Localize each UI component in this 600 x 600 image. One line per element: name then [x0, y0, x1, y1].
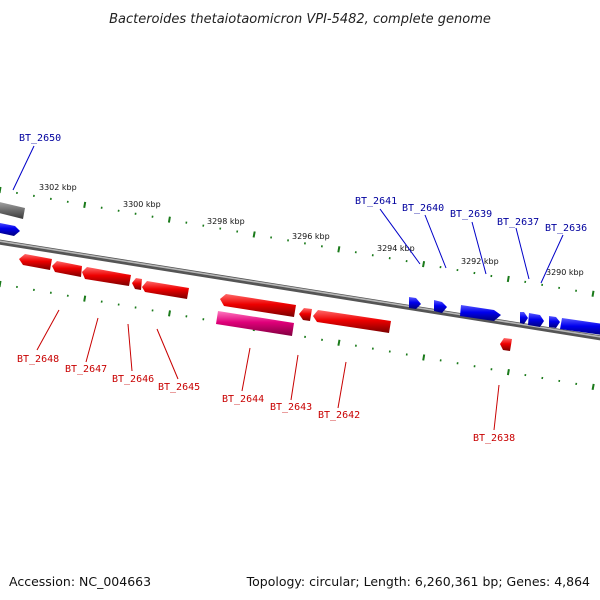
gene-bt2650[interactable] [0, 222, 20, 236]
major-tick [337, 246, 341, 253]
label-bt2647[interactable]: BT_2647 [65, 364, 107, 375]
leader-bt2648 [36, 309, 60, 351]
scale-label-3292: 3292 kbp [461, 257, 499, 266]
major-tick [506, 275, 510, 283]
gene-bt2640[interactable] [434, 300, 447, 313]
forward-gene-labels: BT_2650 BT_2641 BT_2640 BT_2639 BT_2637 … [19, 133, 587, 234]
gene-bt2637[interactable] [528, 313, 544, 327]
map-title: Bacteroides thetaiotaomicron VPI-5482, c… [109, 12, 491, 27]
leader-bt2637 [515, 227, 530, 280]
gene-bt2648[interactable] [19, 254, 52, 270]
major-tick [422, 354, 426, 361]
leader-bt2639 [471, 221, 487, 275]
gene-bt2643[interactable] [299, 308, 312, 321]
scale-label-3296: 3296 kbp [292, 232, 330, 241]
scale-labels: 3302 kbp 3300 kbp 3298 kbp 3296 kbp 3294… [39, 183, 584, 277]
major-tick [591, 290, 595, 297]
major-tick [168, 310, 171, 317]
gene-bt2639[interactable] [460, 305, 501, 321]
partial-feature [0, 202, 25, 219]
genome-backbone [0, 239, 600, 341]
gene-bt2642[interactable] [313, 310, 391, 333]
leader-bt2642 [337, 361, 347, 409]
label-bt2641[interactable]: BT_2641 [355, 196, 397, 207]
gene-bt2636[interactable] [560, 318, 600, 336]
label-bt2636[interactable]: BT_2636 [545, 223, 587, 234]
gene-bt2641[interactable] [409, 297, 421, 309]
label-bt2648[interactable]: BT_2648 [17, 354, 59, 365]
leader-bt2638 [493, 384, 500, 431]
scale-label-3300: 3300 kbp [123, 200, 161, 209]
scale-label-3302: 3302 kbp [39, 183, 77, 192]
major-tick [0, 280, 2, 288]
leader-bt2636 [540, 234, 564, 284]
leader-bt2644 [241, 347, 251, 392]
major-tick [506, 369, 510, 376]
gene-bt2644[interactable] [220, 294, 296, 317]
leader-bt2645 [156, 328, 179, 380]
leader-bt2646 [127, 323, 133, 372]
leader-bt2647 [85, 317, 99, 363]
genome-backbone-highlight [0, 240, 600, 338]
forward-genes [0, 222, 600, 336]
major-tick [0, 186, 2, 194]
major-tick [337, 339, 341, 346]
reverse-genes [19, 254, 512, 351]
label-bt2644[interactable]: BT_2644 [222, 394, 264, 405]
leader-bt2640 [424, 214, 447, 269]
gene-bt2646[interactable] [82, 267, 131, 286]
scale-label-3298: 3298 kbp [207, 217, 245, 226]
gene-bt2637a[interactable] [520, 312, 528, 324]
gene-bt2636a[interactable] [549, 316, 560, 328]
accession-text: Accession: NC_004663 [9, 574, 151, 589]
label-bt2650[interactable]: BT_2650 [19, 133, 61, 144]
major-tick [422, 261, 426, 268]
label-bt2642[interactable]: BT_2642 [318, 410, 360, 421]
gene-bt2645[interactable] [142, 281, 189, 299]
reverse-gene-labels: BT_2648 BT_2647 BT_2646 BT_2645 BT_2644 … [17, 354, 515, 444]
label-leaders [12, 145, 564, 431]
label-bt2637[interactable]: BT_2637 [497, 217, 539, 228]
major-tick [83, 295, 87, 302]
gene-bt2647[interactable] [52, 261, 82, 277]
leader-bt2643 [290, 354, 299, 401]
major-tick [167, 216, 171, 223]
label-bt2645[interactable]: BT_2645 [158, 382, 200, 393]
forward-tick-track [0, 186, 595, 297]
label-bt2646[interactable]: BT_2646 [112, 374, 154, 385]
genome-summary-text: Topology: circular; Length: 6,260,361 bp… [246, 574, 590, 589]
gene-bt2646b[interactable] [132, 278, 142, 290]
major-tick [252, 231, 256, 238]
major-tick [83, 201, 87, 208]
label-bt2639[interactable]: BT_2639 [450, 209, 492, 220]
leader-bt2650 [12, 145, 35, 191]
scale-label-3294: 3294 kbp [377, 244, 415, 253]
gene-bt2644-highlight[interactable] [216, 311, 294, 336]
label-bt2638[interactable]: BT_2638 [473, 433, 515, 444]
label-bt2640[interactable]: BT_2640 [402, 203, 444, 214]
gene-bt2638[interactable] [500, 338, 512, 351]
leader-bt2641 [379, 208, 421, 265]
label-bt2643[interactable]: BT_2643 [270, 402, 312, 413]
major-tick [591, 383, 595, 390]
scale-label-3290: 3290 kbp [546, 268, 584, 277]
